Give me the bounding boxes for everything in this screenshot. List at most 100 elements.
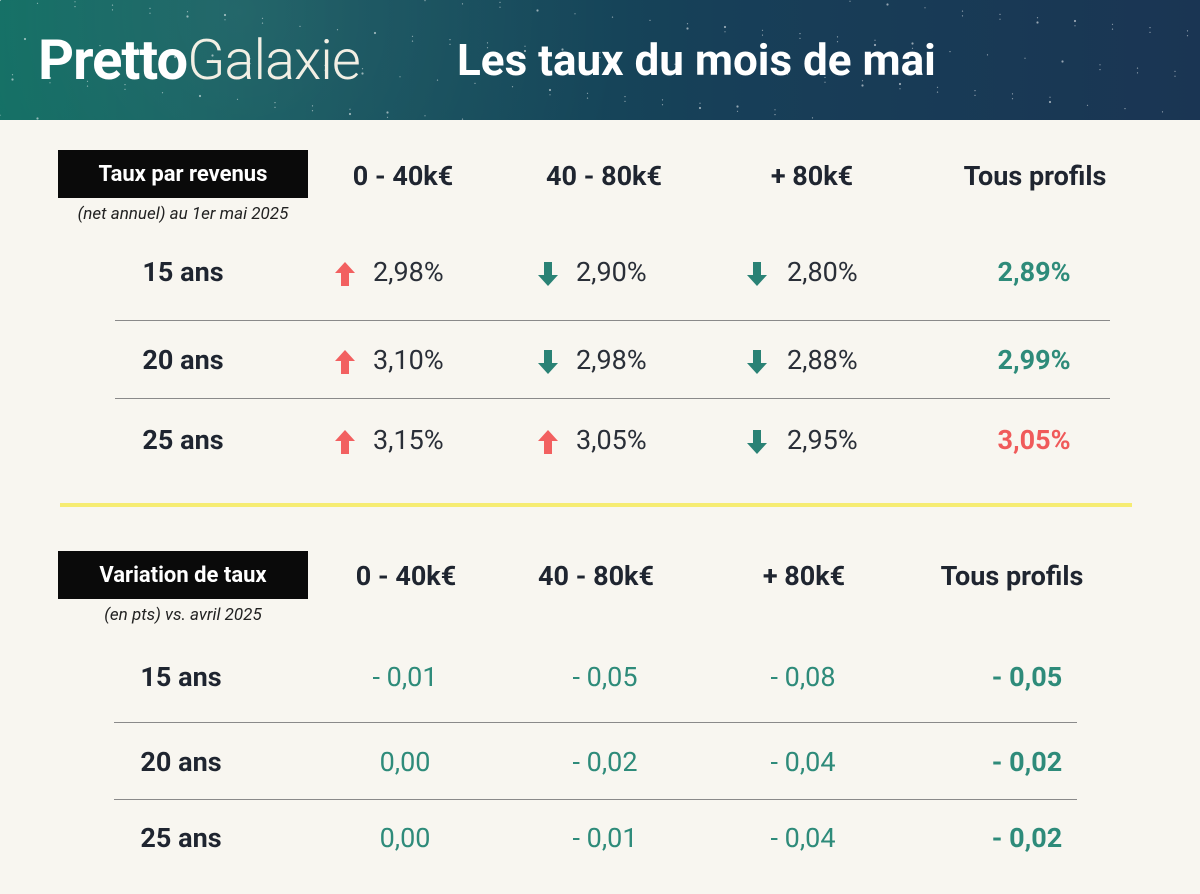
star: [111, 9, 114, 11]
star: [99, 45, 101, 47]
star: [761, 29, 764, 31]
star: [449, 39, 451, 41]
star: [624, 100, 626, 102]
arrow-down: [747, 350, 767, 374]
star: [1086, 104, 1089, 106]
star: [511, 86, 514, 88]
star: [186, 15, 189, 18]
star: [198, 94, 202, 98]
star: [899, 88, 901, 90]
star: [974, 90, 976, 92]
star: [1174, 70, 1176, 72]
star: [211, 59, 214, 61]
star: [849, 0, 851, 2]
star: [311, 105, 314, 107]
star: [799, 33, 801, 35]
star: [599, 52, 601, 54]
star: [999, 13, 1001, 15]
column-header: + 80k€: [762, 560, 846, 592]
star: [1011, 98, 1014, 100]
star: [1124, 108, 1126, 110]
star: [811, 117, 814, 119]
total-value: - 0,05: [991, 661, 1063, 693]
star: [861, 80, 864, 82]
star: [361, 68, 364, 70]
star: [211, 54, 214, 57]
star: [1136, 67, 1139, 69]
star: [49, 82, 51, 84]
total-value: 2,99%: [997, 344, 1071, 376]
variation-value: - 0,04: [770, 746, 836, 778]
row-label: 15 ans: [140, 661, 222, 693]
star: [274, 102, 276, 104]
star: [686, 27, 689, 30]
star: [348, 112, 352, 116]
column-header: Tous profils: [963, 160, 1107, 192]
star: [961, 10, 964, 12]
star: [824, 76, 826, 78]
star: [836, 41, 839, 43]
arrow-down: [538, 350, 558, 374]
arrow-shape: [335, 262, 355, 286]
star: [299, 25, 301, 27]
total-value: 2,89%: [997, 256, 1071, 288]
star: [111, 4, 114, 6]
star: [436, 79, 439, 81]
column-header: + 80k€: [770, 160, 854, 192]
row-separator: [114, 722, 1077, 723]
star: [361, 72, 364, 75]
row-label: 25 ans: [142, 424, 224, 456]
variation-value: 0,00: [379, 746, 431, 778]
star: [1186, 30, 1189, 32]
row-separator: [114, 799, 1077, 800]
row-label: 20 ans: [142, 344, 224, 376]
star: [873, 43, 877, 47]
star: [411, 35, 414, 37]
star: [736, 105, 739, 108]
star: [286, 66, 289, 68]
star: [836, 36, 839, 38]
stars: [0, 0, 1189, 120]
star: [36, 117, 39, 120]
star: [774, 109, 776, 111]
star: [674, 63, 676, 65]
star: [524, 45, 526, 47]
star: [1011, 93, 1014, 95]
star: [661, 104, 664, 106]
star: [761, 34, 764, 36]
star: [411, 40, 414, 42]
star: [911, 47, 914, 49]
arrow-down: [538, 262, 558, 286]
star: [999, 18, 1001, 20]
star: [0, 114, 1, 116]
column-header: Tous profils: [940, 560, 1084, 592]
star: [23, 37, 27, 41]
star: [961, 15, 964, 17]
star: [736, 110, 739, 112]
arrow-shape: [335, 350, 355, 374]
star: [1074, 25, 1076, 27]
star: [786, 73, 789, 75]
star: [874, 39, 876, 41]
star: [911, 42, 914, 45]
star: [11, 74, 14, 76]
arrow-shape: [747, 262, 767, 286]
star: [936, 86, 939, 88]
star: [261, 17, 264, 19]
total-value: - 0,02: [991, 822, 1063, 854]
star: [399, 76, 401, 78]
star: [86, 80, 89, 82]
star: [48, 76, 52, 80]
star: [174, 51, 176, 53]
star: [586, 97, 589, 99]
star: [636, 60, 639, 62]
star: [124, 84, 126, 86]
page-title: Les taux du mois de mai: [457, 34, 936, 86]
table-note: (net annuel) au 1er mai 2025: [77, 204, 289, 224]
star: [586, 92, 589, 94]
star: [1061, 60, 1064, 63]
star: [223, 13, 227, 17]
star: [1036, 21, 1039, 24]
star: [249, 58, 251, 60]
arrow-shape: [538, 350, 558, 374]
